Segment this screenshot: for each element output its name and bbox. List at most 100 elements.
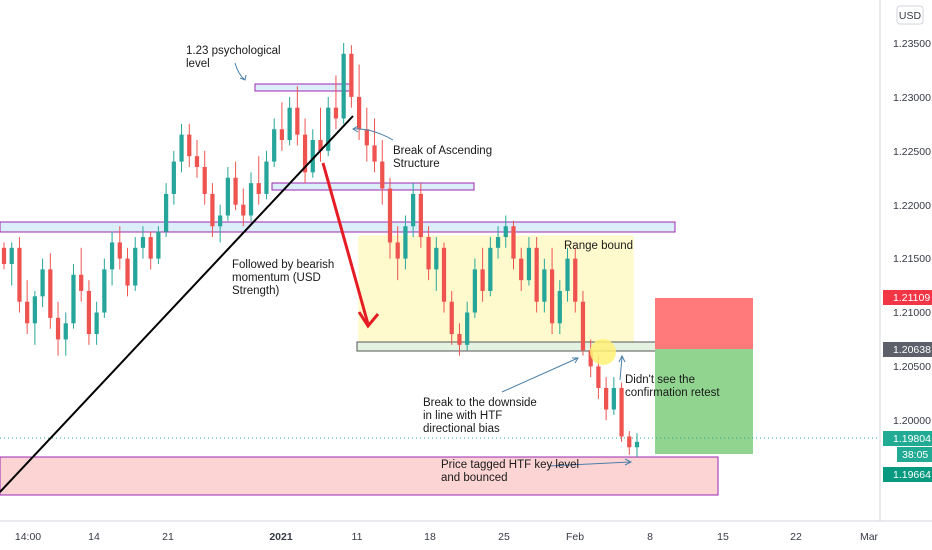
candle-body [79,274,84,291]
price-axis-ticks: 1.23500 1.23000 1.22500 1.22000 1.21500 … [893,38,931,427]
annotation-break-downside-line-1: Break to the downside [423,397,537,409]
annotation-no-retest-line-1: Didn't see the [625,374,695,386]
y-tick-label: 1.23500 [893,38,931,50]
candle-body [302,134,308,173]
candle-body [526,247,532,281]
candle-body [349,53,354,97]
annotation-htf-level: Price tagged HTF key level and bounced [441,459,582,484]
candle-body [272,129,277,162]
candle-body [187,134,192,157]
y-tick-label: 1.21000 [893,307,931,319]
annotation-no-retest: Didn't see the confirmation retest [625,374,720,399]
bar-countdown-label: 38:05 [902,449,928,461]
candle-body [1,247,7,264]
candle-body [86,290,92,335]
candle-body [557,290,562,324]
candle-body [549,269,555,324]
candle-body [279,129,285,141]
currency-button[interactable]: USD [896,5,924,25]
x-tick-label: 2021 [269,531,293,543]
price-tag-current-label: 1.19804 [893,433,931,445]
x-tick-label: 8 [647,531,653,543]
candle-body [48,269,53,318]
price-tag-current: 1.19804 [883,431,932,446]
x-tick-label: 15 [717,531,729,543]
candle-body [218,215,223,227]
candle-body [40,269,45,297]
bar-countdown-bg [897,447,932,462]
price-tag-entry-bg [883,342,932,357]
candle-body [472,269,478,313]
candle-body [341,53,346,119]
annotation-break-structure-line-2: Structure [393,158,440,170]
annotation-bearish-momentum-line-2: momentum (USD [232,272,321,284]
retest-highlight [590,339,616,365]
structure-zone [271,182,475,191]
candles-group [1,43,640,457]
candle-body [441,247,447,302]
candle-body [25,301,30,324]
candle-body [287,107,292,141]
candle-body [117,242,122,259]
annotation-range-bound-line-1: Range bound [564,240,633,252]
candle-body [194,156,200,167]
psychological-level-zone [254,83,353,92]
bearish-arrow [321,162,380,329]
candle-body [256,183,261,194]
stop-loss-box [655,298,753,349]
candle-body [241,204,246,216]
y-tick-label: 1.23000 [893,92,931,104]
candle-body [225,177,230,216]
pointer-retest-head [618,354,626,363]
candle-body [449,301,454,335]
candle-body [140,237,146,248]
candle-body [63,323,68,340]
x-tick-label: Mar [860,531,879,543]
candle-body [71,274,76,324]
annotation-psych-level-line-1: 1.23 psychological [186,45,281,57]
candle-body [403,226,408,259]
candle-body [356,96,362,130]
price-tag-low: 1.19664 [883,467,932,482]
bearish-arrow-head [357,311,380,329]
ascending-trendline [0,115,354,493]
candle-body [573,258,578,302]
currency-button-frame[interactable] [896,5,924,25]
candle-body [94,312,99,335]
candle-body [32,296,38,324]
candle-body [318,140,323,151]
annotation-bearish-momentum: Followed by bearish momentum (USD Streng… [232,259,337,297]
currency-label: USD [899,10,922,22]
candle-body [171,161,176,194]
candle-body [333,107,339,119]
bearish-arrow-line [321,162,370,325]
candle-body [156,231,161,259]
x-tick-label: 18 [424,531,436,543]
pointer-break-downside-head [572,357,579,364]
pointer-htf-level-head [624,458,633,466]
candle-body [387,188,393,243]
candle-body [125,258,130,286]
bar-countdown: 38:05 [897,447,932,462]
pointer-retest [619,356,623,381]
price-tag-current-bg [883,431,932,446]
annotation-break-structure-line-1: Break of Ascending [393,145,492,157]
price-tag-entry-label: 1.20638 [893,344,931,356]
price-tag-low-bg [883,467,932,482]
annotation-break-downside-line-3: directional bias [423,423,500,435]
candle-body [634,441,640,448]
candle-body [395,242,400,259]
candle-body [457,334,462,345]
annotation-psych-level: 1.23 psychological level [186,45,284,70]
y-tick-label: 1.20500 [893,361,931,373]
candle-body [248,183,254,216]
candle-body [627,436,632,448]
pointer-psych-level-head [239,74,247,81]
y-tick-label: 1.22500 [893,146,931,158]
candle-body [465,312,470,345]
annotation-no-retest-line-2: confirmation retest [625,387,720,399]
pointer-break-structure-head [352,125,359,133]
candle-body [102,269,107,313]
candle-body [179,134,184,162]
